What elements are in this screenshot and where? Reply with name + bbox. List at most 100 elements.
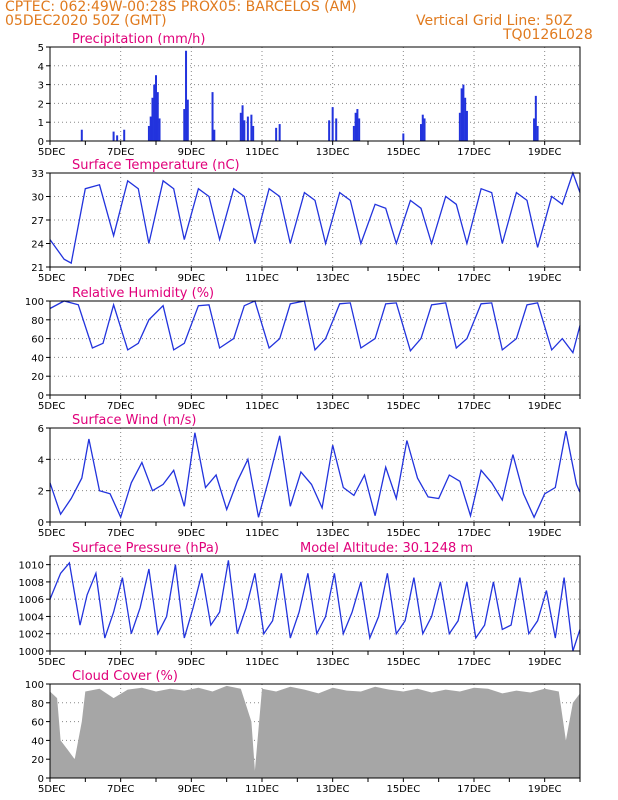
precip-bar xyxy=(186,99,189,141)
x-tick-label: 19DEC xyxy=(528,273,562,284)
y-tick-label: 4 xyxy=(38,455,44,466)
x-tick-label: 7DEC xyxy=(107,657,134,668)
precip-bar xyxy=(252,125,255,141)
y-tick-label: 1006 xyxy=(19,595,44,606)
precip-bar xyxy=(420,124,422,141)
x-tick-label: 9DEC xyxy=(178,401,205,412)
panel-annotation: Model Altitude: 30.1248 m xyxy=(300,541,473,556)
panel-2 xyxy=(46,300,581,399)
panel-frame xyxy=(49,427,581,523)
panel-title: Surface Temperature (nC) xyxy=(72,158,240,173)
panel-1 xyxy=(46,171,581,271)
y-tick-label: 1 xyxy=(38,118,44,129)
panel-title: Precipitation (mm/h) xyxy=(72,32,205,47)
y-tick-label: 27 xyxy=(31,216,44,227)
x-tick-label: 17DEC xyxy=(457,784,491,795)
x-tick-label: 13DEC xyxy=(316,657,350,668)
precip-bar xyxy=(241,105,244,141)
y-tick-label: 20 xyxy=(31,755,44,766)
x-tick-label: 15DEC xyxy=(386,784,420,795)
y-tick-label: 1000 xyxy=(19,647,44,658)
x-tick-label: 11DEC xyxy=(245,657,279,668)
precip-bar xyxy=(185,50,188,142)
precip-bar xyxy=(534,95,537,141)
x-tick-label: 9DEC xyxy=(178,528,205,539)
precip-bar xyxy=(112,131,115,141)
y-tick-label: 2 xyxy=(38,99,44,110)
precip-bar xyxy=(354,112,357,141)
precip-bar xyxy=(275,127,278,141)
panel-frame xyxy=(49,46,581,142)
y-tick-label: 40 xyxy=(31,353,44,364)
y-tick-label: 100 xyxy=(25,680,44,691)
precip-bar xyxy=(153,84,156,141)
precip-bar xyxy=(243,120,246,141)
y-tick-label: 1004 xyxy=(19,612,44,623)
y-tick-label: 6 xyxy=(38,424,44,435)
x-tick-label: 5DEC xyxy=(38,401,65,412)
x-tick-label: 19DEC xyxy=(528,528,562,539)
series-line xyxy=(49,171,581,265)
x-tick-label: 17DEC xyxy=(457,657,491,668)
precip-bar xyxy=(335,118,338,141)
panel-title: Surface Pressure (hPa) xyxy=(72,541,219,556)
precip-bar xyxy=(402,133,405,141)
y-tick-label: 100 xyxy=(25,297,44,308)
y-tick-label: 0 xyxy=(38,774,44,785)
y-tick-label: 1002 xyxy=(19,630,44,641)
x-tick-label: 9DEC xyxy=(178,784,205,795)
series-line xyxy=(49,430,581,520)
x-tick-label: 7DEC xyxy=(107,401,134,412)
precip-bar xyxy=(155,75,157,141)
precip-bar xyxy=(156,92,159,141)
y-tick-label: 1010 xyxy=(19,561,44,572)
series-line xyxy=(49,300,581,355)
precip-bar xyxy=(149,116,152,141)
x-tick-label: 15DEC xyxy=(386,657,420,668)
panel-title: Surface Wind (m/s) xyxy=(72,413,196,428)
y-tick-label: 20 xyxy=(31,372,44,383)
header-code: TQ0126L028 xyxy=(503,27,593,43)
y-tick-label: 60 xyxy=(31,718,44,729)
x-tick-label: 9DEC xyxy=(178,273,205,284)
x-tick-label: 17DEC xyxy=(457,528,491,539)
x-tick-label: 11DEC xyxy=(245,784,279,795)
panel-0 xyxy=(46,46,581,145)
x-tick-label: 17DEC xyxy=(457,147,491,158)
precip-bar xyxy=(536,125,539,141)
precip-bar xyxy=(183,109,186,141)
precip-bar xyxy=(356,109,359,141)
y-tick-label: 0 xyxy=(38,518,44,529)
precip-bar xyxy=(465,110,468,141)
y-tick-label: 40 xyxy=(31,736,44,747)
x-tick-label: 5DEC xyxy=(38,657,65,668)
y-tick-label: 80 xyxy=(31,699,44,710)
x-tick-label: 13DEC xyxy=(316,784,350,795)
x-tick-label: 9DEC xyxy=(178,657,205,668)
panel-3 xyxy=(46,427,581,526)
panel-4 xyxy=(46,555,581,655)
x-tick-label: 7DEC xyxy=(107,784,134,795)
y-tick-label: 0 xyxy=(38,137,44,148)
x-tick-label: 13DEC xyxy=(316,147,350,158)
precip-bar xyxy=(533,118,536,141)
y-tick-label: 60 xyxy=(31,335,44,346)
x-tick-label: 11DEC xyxy=(245,147,279,158)
precip-bar xyxy=(151,97,154,141)
x-tick-label: 13DEC xyxy=(316,273,350,284)
y-tick-label: 0 xyxy=(38,391,44,402)
precip-bar xyxy=(250,114,253,141)
x-tick-label: 11DEC xyxy=(245,528,279,539)
precip-bar xyxy=(421,114,424,141)
precip-bar xyxy=(123,129,126,141)
y-tick-label: 33 xyxy=(31,169,44,180)
x-tick-label: 19DEC xyxy=(528,784,562,795)
x-tick-label: 19DEC xyxy=(528,401,562,412)
y-tick-label: 4 xyxy=(38,62,44,73)
y-tick-label: 21 xyxy=(31,263,44,274)
panel-frame xyxy=(49,555,581,652)
y-tick-label: 5 xyxy=(38,43,44,54)
x-tick-label: 7DEC xyxy=(107,147,134,158)
